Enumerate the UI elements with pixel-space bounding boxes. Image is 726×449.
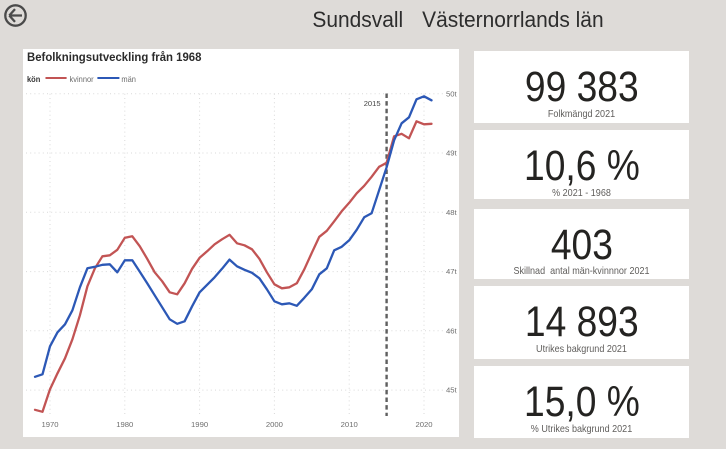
svg-text:1970: 1970: [41, 420, 58, 429]
svg-text:2000: 2000: [266, 420, 283, 429]
svg-text:2020: 2020: [415, 420, 432, 429]
svg-text:1990: 1990: [191, 420, 208, 429]
svg-text:45t: 45t: [446, 385, 458, 394]
svg-text:1980: 1980: [116, 420, 133, 429]
svg-text:50t: 50t: [446, 89, 458, 98]
svg-text:2010: 2010: [341, 420, 358, 429]
svg-text:48t: 48t: [446, 208, 458, 217]
svg-text:49t: 49t: [446, 148, 458, 157]
svg-text:47t: 47t: [446, 267, 458, 276]
svg-text:46t: 46t: [446, 326, 458, 335]
svg-text:2015: 2015: [364, 99, 381, 108]
